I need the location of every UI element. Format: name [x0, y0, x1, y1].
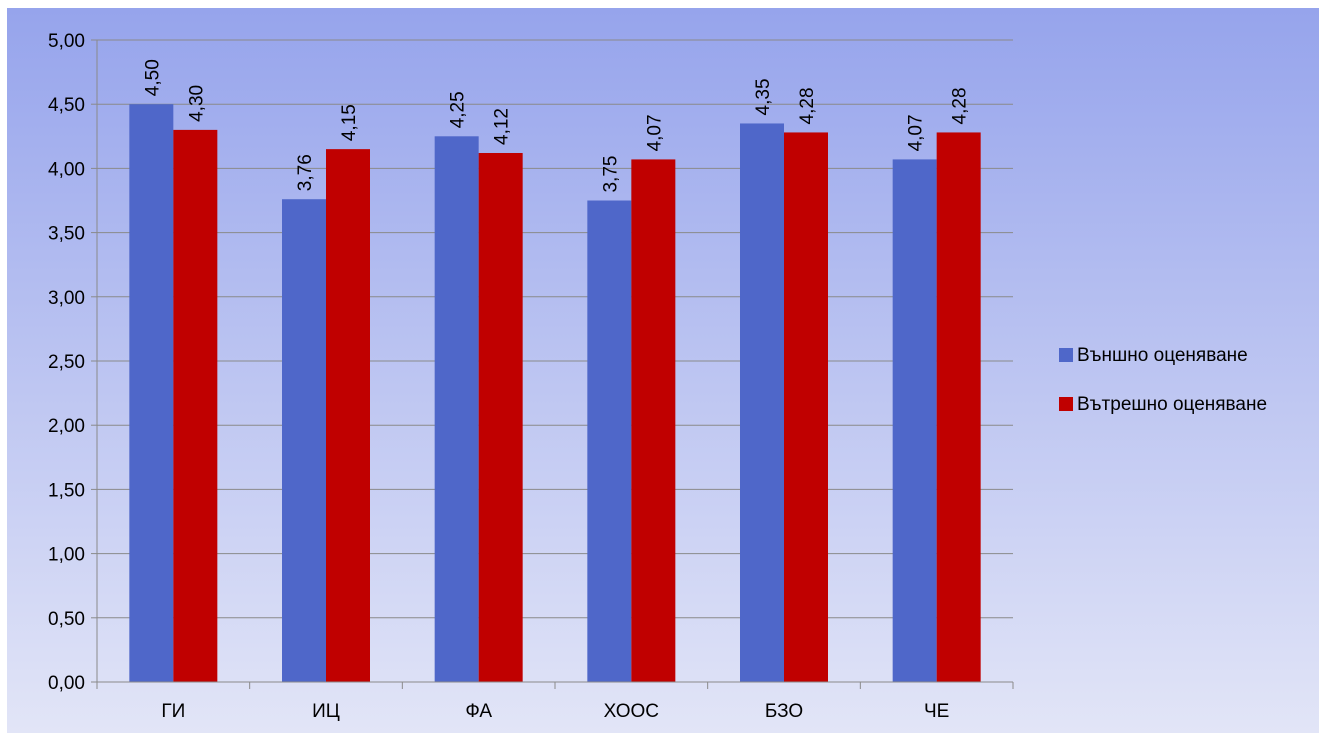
bar — [434, 136, 479, 683]
legend-label: Външно оценяване — [1077, 345, 1248, 366]
x-tick-label: ХООС — [604, 701, 659, 722]
data-label: 4,28 — [950, 87, 971, 124]
data-label: 4,25 — [448, 91, 469, 128]
data-label: 4,07 — [906, 114, 927, 151]
data-label: 4,28 — [797, 87, 818, 124]
y-tick-label: 2,00 — [48, 416, 85, 437]
x-tick-label: ГИ — [161, 701, 185, 722]
data-label: 4,07 — [644, 114, 665, 151]
bar — [892, 159, 937, 683]
bar — [784, 132, 828, 682]
data-label: 4,15 — [339, 104, 360, 141]
legend-label: Вътрешно оценяване — [1077, 394, 1267, 415]
data-label: 4,30 — [186, 85, 207, 122]
y-tick-label: 0,00 — [48, 673, 85, 694]
y-tick-label: 0,50 — [48, 609, 85, 630]
bar-chart: 0,00 0,50 1,00 1,50 2,00 2,50 3,00 3,50 4,00 4,50… — [7, 8, 1319, 733]
chart-container: 0,00 0,50 1,00 1,50 2,00 2,50 3,00 3,50 4,00 4,50… — [7, 8, 1319, 733]
y-tick-label: 2,50 — [48, 352, 85, 373]
x-tick-label: ЧЕ — [924, 701, 949, 722]
y-tick-label: 1,00 — [48, 545, 85, 566]
data-label: 4,35 — [753, 78, 774, 115]
y-tick-label: 3,50 — [48, 224, 85, 245]
data-label: 3,76 — [295, 154, 316, 191]
bar — [326, 149, 370, 682]
x-tick-label: БЗО — [765, 701, 803, 722]
bar — [478, 152, 523, 682]
x-tick-label: ИЦ — [312, 701, 340, 722]
data-label: 3,75 — [600, 156, 621, 193]
y-tick-label: 3,00 — [48, 288, 85, 309]
bar — [282, 199, 326, 682]
y-tick-label: 4,50 — [48, 95, 85, 116]
bar — [936, 132, 981, 682]
bar — [740, 123, 784, 682]
bar — [631, 159, 676, 683]
data-label: 4,12 — [492, 108, 513, 145]
y-tick-label: 1,50 — [48, 480, 85, 501]
legend-swatch — [1059, 348, 1073, 362]
y-tick-label: 4,00 — [48, 159, 85, 180]
bar — [129, 104, 174, 682]
legend-swatch — [1059, 397, 1073, 411]
data-label: 4,50 — [142, 59, 163, 96]
y-tick-label: 5,00 — [48, 31, 85, 52]
x-tick-label: ФА — [465, 701, 492, 722]
bar — [173, 129, 218, 682]
bar — [587, 200, 632, 682]
